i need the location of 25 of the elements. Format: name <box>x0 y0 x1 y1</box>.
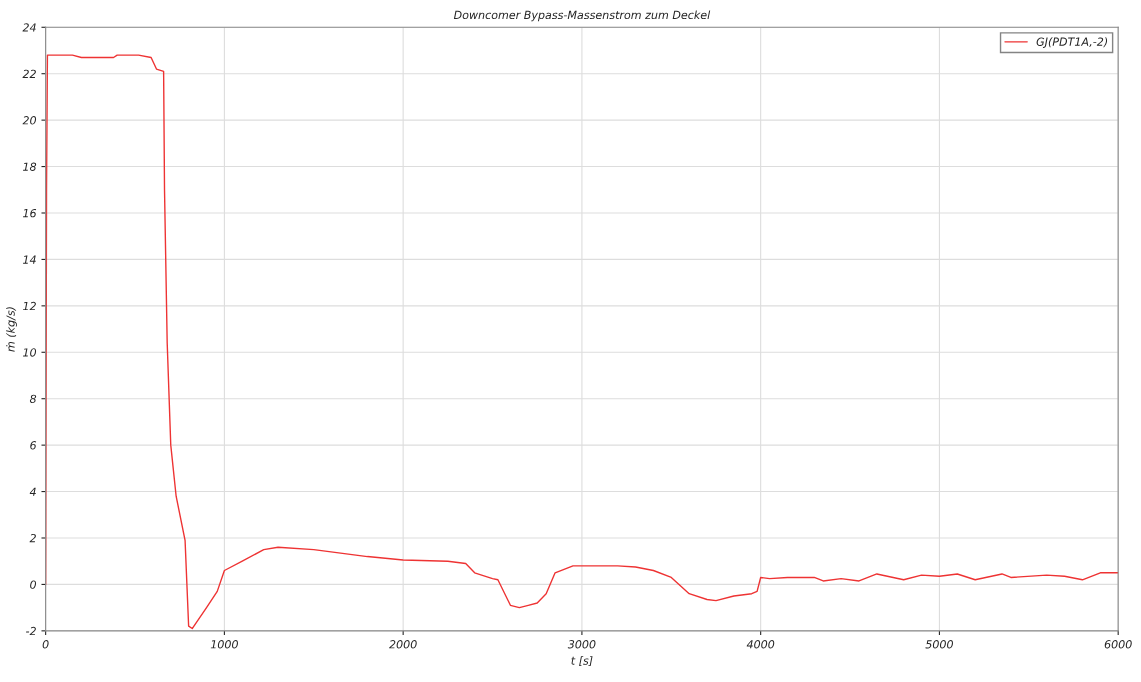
x-tick-label: 5000 <box>925 640 953 649</box>
y-tick-label: -2 <box>26 626 36 636</box>
chart-title: Downcomer Bypass-Massenstrom zum Deckel <box>453 10 711 22</box>
x-tick-label: 4000 <box>746 640 775 649</box>
y-tick-label: 16 <box>23 208 37 218</box>
x-tick-label: 6000 <box>1104 640 1132 649</box>
y-tick-label: 6 <box>30 441 37 450</box>
y-tick-label: 24 <box>22 23 36 32</box>
x-tick-label: 0 <box>42 640 49 649</box>
y-tick-label: 8 <box>29 394 37 404</box>
y-tick-label: 12 <box>23 301 36 311</box>
y-axis-title: ṁ (kg/s) <box>6 307 17 352</box>
y-tick-label: 14 <box>23 255 36 264</box>
x-axis-title: t [s] <box>571 656 593 667</box>
y-tick-label: 2 <box>29 533 36 543</box>
y-tick-label: 22 <box>22 69 36 78</box>
y-tick-label: 10 <box>23 348 37 357</box>
x-tick-label: 2000 <box>389 640 417 649</box>
y-tick-label: 0 <box>30 580 37 589</box>
legend-label: GJ(PDT1A,-2) <box>1036 37 1108 48</box>
y-tick-label: 4 <box>29 487 36 496</box>
y-tick-label: 20 <box>22 116 37 125</box>
x-tick-label: 1000 <box>210 640 238 649</box>
x-tick-label: 3000 <box>567 640 596 649</box>
y-tick-label: 18 <box>23 162 37 171</box>
